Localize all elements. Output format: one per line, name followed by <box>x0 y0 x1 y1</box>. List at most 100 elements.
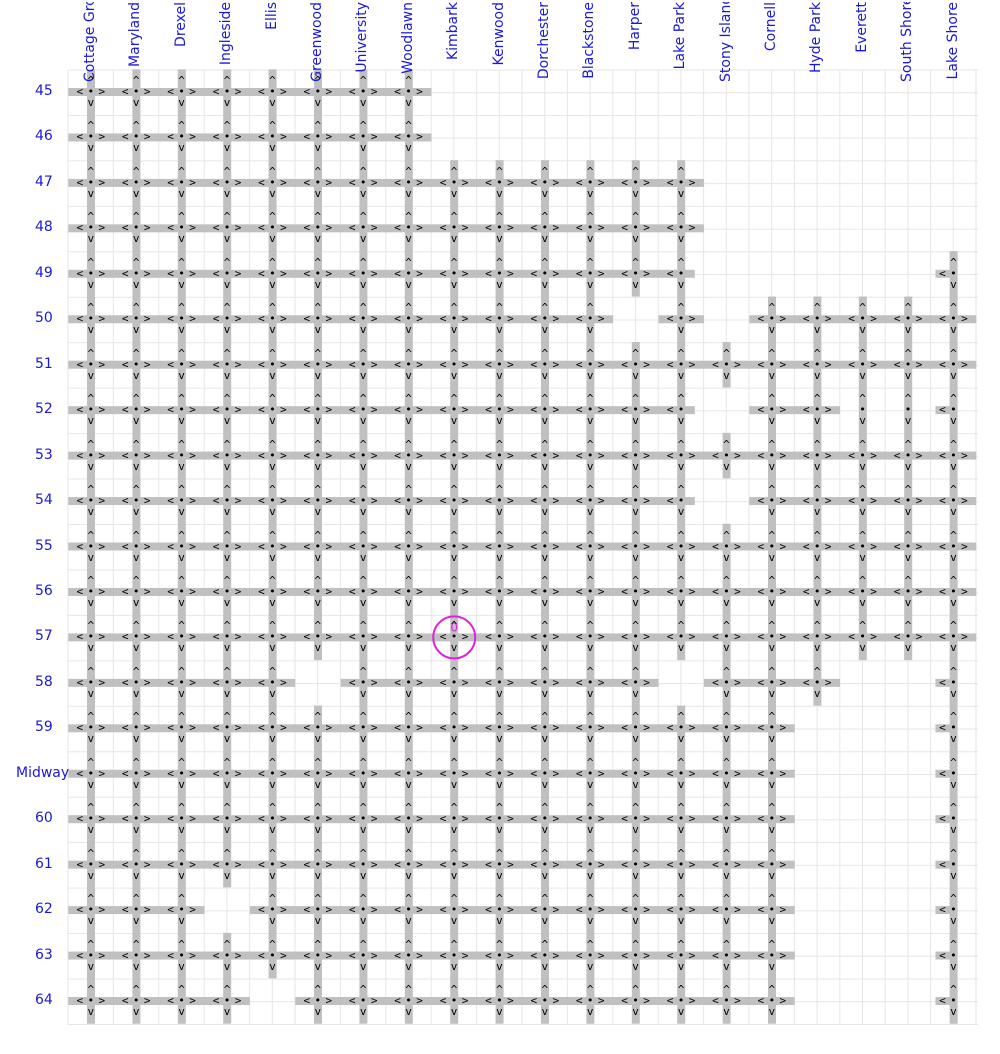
east-arrow: > <box>961 312 968 326</box>
south-arrow: v <box>859 505 866 519</box>
east-arrow: > <box>416 903 423 917</box>
intersection-stop: • <box>314 266 322 280</box>
north-arrow: ^ <box>723 755 730 769</box>
north-arrow: ^ <box>950 573 957 587</box>
north-arrow: ^ <box>314 846 322 860</box>
roads <box>68 69 977 1024</box>
south-arrow: v <box>87 186 95 200</box>
intersection-stop: • <box>768 721 776 735</box>
east-arrow: > <box>507 357 514 371</box>
south-arrow: v <box>496 323 503 337</box>
west-arrow: < <box>939 721 946 735</box>
intersection-stop: • <box>359 266 367 280</box>
north-arrow: ^ <box>632 483 639 497</box>
intersection-stop: • <box>405 539 412 553</box>
north-arrow: ^ <box>632 392 639 406</box>
south-arrow: v <box>632 1005 639 1018</box>
east-arrow: > <box>143 448 151 462</box>
intersection-stop: • <box>405 403 412 417</box>
west-arrow: < <box>258 357 265 371</box>
north-arrow: ^ <box>132 164 140 178</box>
south-arrow: v <box>87 505 95 519</box>
player-marker[interactable] <box>432 615 477 660</box>
south-arrow: v <box>223 459 231 473</box>
north-arrow: ^ <box>178 74 185 87</box>
street-road-segment <box>935 406 954 415</box>
intersection-stop: • <box>496 675 503 689</box>
east-arrow: > <box>98 266 106 280</box>
east-arrow: > <box>189 857 196 871</box>
intersection-stop: • <box>586 448 594 462</box>
north-arrow: ^ <box>450 255 458 269</box>
intersection-stop: • <box>586 721 594 735</box>
north-arrow: ^ <box>314 392 322 406</box>
intersection-stop: • <box>450 812 458 826</box>
south-arrow: v <box>768 368 776 382</box>
east-arrow: > <box>507 539 514 553</box>
south-arrow: v <box>314 777 322 791</box>
north-arrow: ^ <box>314 483 322 497</box>
east-arrow: > <box>370 857 378 871</box>
avenue-label: Ingleside <box>218 2 235 66</box>
north-arrow: ^ <box>132 255 140 269</box>
south-arrow: v <box>496 868 503 882</box>
north-arrow: ^ <box>178 755 185 769</box>
south-arrow: v <box>496 232 503 246</box>
south-arrow: v <box>223 550 231 564</box>
west-arrow: < <box>621 221 628 235</box>
street-road-segment <box>68 997 250 1005</box>
east-arrow: > <box>234 857 242 871</box>
south-arrow: v <box>813 459 821 473</box>
north-arrow: ^ <box>496 801 503 815</box>
east-arrow: > <box>280 812 287 826</box>
north-arrow: ^ <box>677 392 685 406</box>
west-arrow: < <box>757 857 765 871</box>
intersection-stop: • <box>586 221 594 235</box>
east-arrow: > <box>779 857 787 871</box>
south-arrow: v <box>359 641 367 655</box>
west-arrow: < <box>303 448 311 462</box>
south-arrow: v <box>677 459 685 473</box>
north-arrow: ^ <box>314 437 322 451</box>
east-arrow: > <box>280 175 287 189</box>
west-arrow: < <box>848 357 855 371</box>
east-arrow: > <box>416 721 423 735</box>
south-arrow: v <box>314 732 322 746</box>
east-arrow: > <box>688 994 696 1007</box>
intersection-stop: • <box>132 85 140 98</box>
west-arrow: < <box>712 903 719 917</box>
south-arrow: v <box>586 459 594 473</box>
north-arrow: ^ <box>723 619 730 633</box>
west-arrow: < <box>939 948 946 962</box>
intersection-stop: • <box>132 675 140 689</box>
north-arrow: ^ <box>950 483 957 497</box>
east-arrow: > <box>734 539 741 553</box>
east-arrow: > <box>143 903 151 917</box>
east-arrow: > <box>280 539 287 553</box>
south-arrow: v <box>132 141 140 155</box>
west-arrow: < <box>621 766 628 780</box>
west-arrow: < <box>76 85 84 98</box>
east-arrow: > <box>552 266 560 280</box>
south-arrow: v <box>768 550 776 564</box>
west-arrow: < <box>167 403 174 417</box>
south-arrow: v <box>813 414 821 428</box>
east-arrow: > <box>507 675 514 689</box>
east-arrow: > <box>552 812 560 826</box>
south-arrow: v <box>723 868 730 882</box>
intersection-stop: • <box>586 312 594 326</box>
north-arrow: ^ <box>632 164 639 178</box>
west-arrow: < <box>530 312 538 326</box>
east-arrow: > <box>98 948 106 962</box>
intersection-stop: • <box>132 630 140 644</box>
north-arrow: ^ <box>586 255 594 269</box>
south-arrow: v <box>450 550 458 564</box>
avenue-road-segment <box>949 251 958 1024</box>
south-arrow: v <box>450 277 458 291</box>
west-arrow: < <box>939 494 946 508</box>
intersection-stop: • <box>405 948 412 962</box>
west-arrow: < <box>348 85 356 98</box>
north-arrow: ^ <box>496 210 503 224</box>
west-arrow: < <box>121 675 129 689</box>
intersection-stop: • <box>677 584 685 598</box>
